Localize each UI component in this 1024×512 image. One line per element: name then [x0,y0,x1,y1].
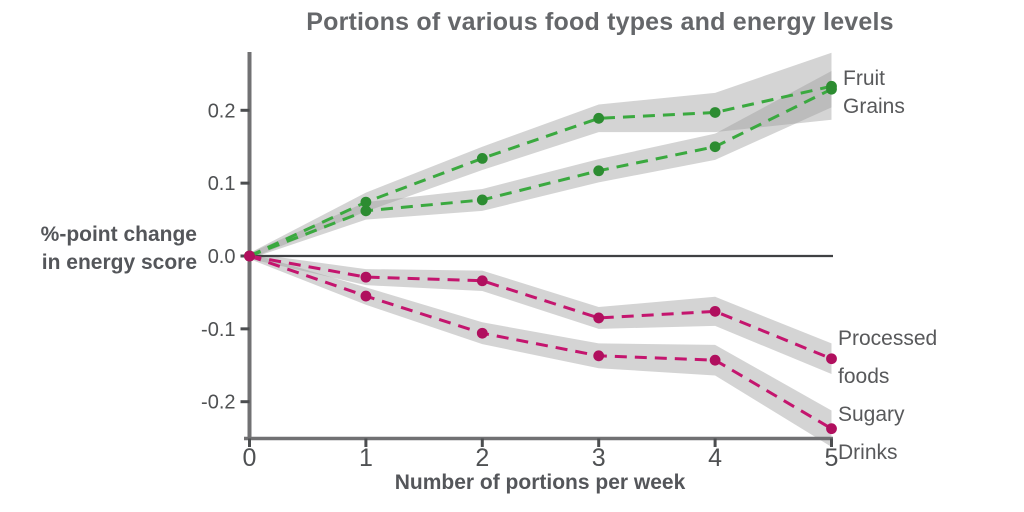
x-tick-label: 1 [359,444,373,472]
series-1-marker [476,194,488,206]
x-tick-label: 5 [825,444,839,472]
confidence-band-3 [249,253,832,447]
series-3-marker [244,250,255,262]
chart-title: Portions of various food types and energ… [306,8,894,36]
confidence-band-2 [249,253,832,375]
series-1-marker [360,205,372,217]
y-tick-label: 0.2 [208,100,236,122]
series-line-3 [249,254,833,430]
series-label-processed-foods: Processed foods [838,327,938,388]
series-label-grains: Grains [843,95,905,118]
y-tick-label: -0.1 [201,319,235,341]
series-3-marker [593,350,605,362]
y-axis-label-line1: %-point change [40,223,197,246]
series-3-marker [709,354,721,366]
series-line-0 [248,84,832,258]
x-tick-label: 2 [475,444,489,472]
series-0-marker [709,107,721,118]
series-2-marker [709,305,721,317]
series-2-marker [593,312,605,324]
series-label-sugary-drinks: Sugary Drinks [838,403,905,464]
x-tick-label: 4 [708,444,722,472]
x-tick-label: 0 [243,444,257,472]
series-0-marker [476,152,488,164]
series-0-marker [593,112,605,124]
series-line-1 [248,87,833,258]
series-3-marker [826,423,837,435]
x-tick-label: 3 [592,444,606,472]
y-tick-label: 0.0 [208,246,236,268]
series-1-marker [593,165,605,177]
confidence-band-1 [249,70,832,259]
series-3-marker [360,290,372,302]
x-axis-label: Number of portions per week [394,471,686,494]
y-tick-label: 0.1 [208,173,236,195]
series-label-fruit: Fruit [843,67,885,90]
series-0-marker [360,196,372,208]
confidence-band-0 [249,52,832,259]
series-3-marker [476,327,488,339]
series-2-marker [826,353,837,365]
series-1-marker [826,83,837,95]
series-2-marker [476,275,488,287]
y-tick-label: -0.2 [201,392,235,414]
y-axis-label: %-point change in energy score [0,221,197,277]
y-axis-label-line2: in energy score [41,251,197,274]
series-2-marker [360,271,372,283]
series-1-marker [709,141,721,153]
